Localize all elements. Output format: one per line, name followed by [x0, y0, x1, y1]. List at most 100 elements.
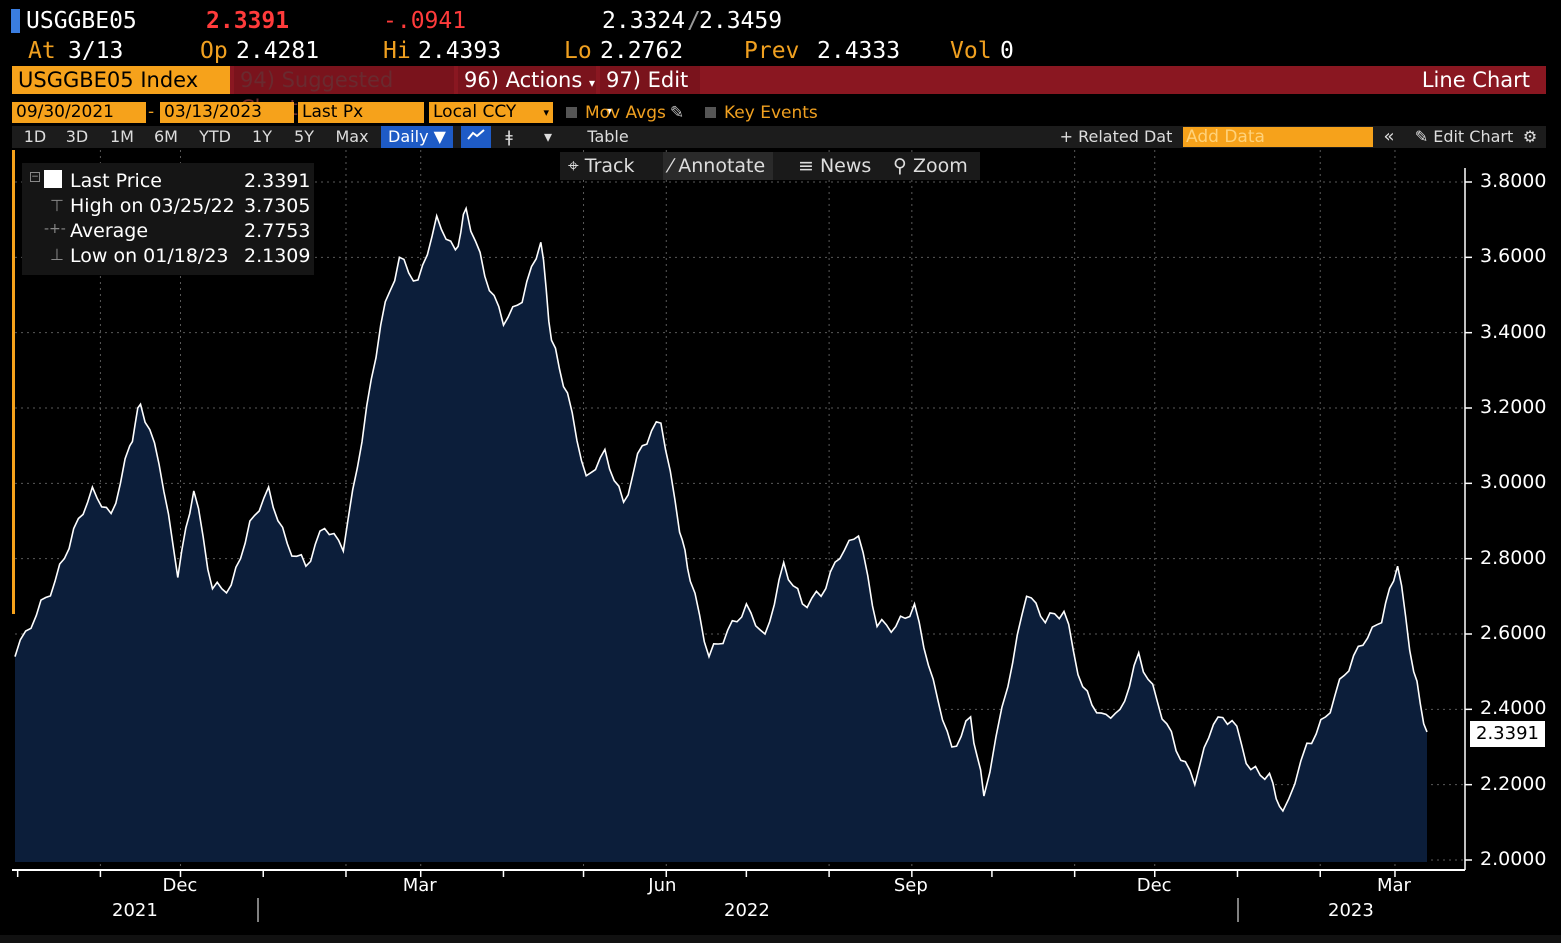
high-label: Hi — [383, 38, 411, 64]
y-tick-label: 3.0000 — [1480, 471, 1547, 494]
chevron-down-icon: ▼ — [433, 127, 446, 146]
edit-chart-button[interactable]: ✎ Edit Chart — [1408, 126, 1520, 148]
period-button-ytd[interactable]: YTD — [199, 127, 231, 146]
track-tool[interactable]: ⌖ Track — [568, 152, 634, 180]
chevron-down-icon: ▾ — [589, 76, 596, 90]
x-tick-label: Jun — [648, 875, 677, 896]
chart-legend[interactable] — [22, 163, 314, 275]
security-color-marker — [11, 9, 20, 33]
magnifier-icon: ⚲ — [893, 155, 907, 177]
chart-left-marker — [12, 150, 15, 614]
legend-average-label: Average — [70, 220, 149, 242]
year-label: 2023 — [1328, 900, 1374, 921]
annotate-label: Annotate — [678, 155, 766, 177]
prev-value: 2.4333 — [817, 38, 901, 64]
x-tick-label: Sep — [893, 875, 928, 896]
date-range-dash: - — [148, 102, 155, 122]
actions-menu-button[interactable]: 96) Actions ▾ — [458, 66, 596, 94]
y-tick-label: 3.2000 — [1480, 396, 1547, 418]
crosshair-icon: ⌖ — [568, 155, 579, 177]
y-tick-label: 3.4000 — [1480, 320, 1547, 343]
collapse-icon[interactable]: « — [1383, 126, 1395, 147]
period-button-max[interactable]: Max — [335, 127, 369, 146]
at-value: 3/13 — [68, 38, 124, 64]
change-value: -.0941 — [383, 8, 467, 34]
candlestick-icon[interactable]: ǂ — [505, 127, 513, 146]
track-label: Track — [584, 155, 635, 177]
legend-low-value: 2.1309 — [244, 245, 311, 267]
ticker-label[interactable]: USGGBE05 — [26, 8, 137, 34]
y-tick-label: 2.4000 — [1480, 697, 1547, 720]
period-button-1y[interactable]: 1Y — [252, 127, 272, 146]
chevron-down-icon[interactable]: ▾ — [543, 127, 553, 146]
legend-collapse-icon[interactable]: − — [30, 172, 40, 182]
table-button[interactable]: Table — [587, 127, 629, 146]
legend-high-label: High on 03/25/22 — [70, 195, 235, 217]
prev-label: Prev — [744, 38, 800, 64]
add-data-input[interactable]: Add Data — [1183, 127, 1373, 147]
frequency-selector[interactable]: Daily ▼ — [381, 126, 453, 148]
checkbox-icon — [705, 107, 716, 118]
legend-last-value: 2.3391 — [244, 170, 311, 192]
security-field[interactable]: USGGBE05 Index — [12, 66, 230, 94]
high-value: 2.4393 — [418, 38, 502, 64]
field-selector[interactable]: Last Px — [298, 102, 424, 123]
period-button-1m[interactable]: 1M — [110, 127, 134, 146]
period-button-1d[interactable]: 1D — [23, 127, 47, 146]
y-tick-label: 2.2000 — [1480, 772, 1547, 795]
news-tool[interactable]: ≡ News — [798, 152, 871, 180]
bottom-strip — [0, 935, 1561, 943]
zoom-label: Zoom — [912, 155, 968, 177]
average-marker-icon: -+- — [44, 221, 66, 237]
key-events-toggle[interactable]: Key Events — [705, 102, 818, 124]
edit-chart-label: Edit Chart — [1433, 127, 1514, 146]
checkbox-icon — [566, 107, 577, 118]
series-swatch-icon — [44, 170, 62, 188]
x-tick-label: Dec — [1136, 875, 1172, 896]
chevron-down-icon: ▾ — [606, 104, 613, 118]
ask-value: 2.3459 — [699, 8, 783, 34]
bid-ask-separator: / — [687, 8, 701, 34]
pencil-icon: ✎ — [1414, 127, 1429, 146]
news-label: News — [819, 155, 872, 177]
line-chart-icon[interactable] — [461, 126, 491, 148]
start-date-field[interactable]: 09/30/2021 — [12, 102, 146, 123]
legend-high-value: 3.7305 — [244, 195, 311, 217]
chevron-down-icon: ▾ — [543, 106, 549, 119]
period-button-6m[interactable]: 6M — [154, 127, 178, 146]
open-value: 2.4281 — [236, 38, 320, 64]
low-marker-icon: ⊥ — [50, 245, 64, 264]
y-tick-label: 2.6000 — [1480, 622, 1547, 644]
x-tick-label: Mar — [402, 875, 437, 896]
related-data-button[interactable]: + Related Dat — [1059, 127, 1173, 146]
last-price-marker: 2.3391 — [1470, 721, 1545, 747]
actions-label: 96) Actions — [464, 68, 583, 92]
zoom-tool[interactable]: ⚲ Zoom — [893, 152, 968, 180]
end-date-field[interactable]: 03/13/2023 — [160, 102, 294, 123]
edit-menu-button[interactable]: 97) Edit ▾ — [600, 66, 700, 118]
period-button-5y[interactable]: 5Y — [294, 127, 314, 146]
mov-avgs-toggle[interactable]: Mov Avgs ✎ — [566, 102, 684, 124]
y-tick-label: 2.8000 — [1480, 546, 1547, 569]
legend-average-value: 2.7753 — [244, 220, 311, 242]
news-icon: ≡ — [798, 155, 814, 177]
gear-icon[interactable]: ⚙ — [1522, 127, 1538, 146]
series-area — [15, 208, 1427, 862]
legend-last-label: Last Price — [70, 170, 162, 192]
x-tick-label: Dec — [162, 875, 198, 896]
series-line — [14, 205, 1428, 813]
legend-low-label: Low on 01/18/23 — [70, 245, 229, 267]
edit-label: 97) Edit — [606, 68, 689, 92]
vol-value: 0 — [1000, 38, 1014, 64]
y-tick-label: 3.8000 — [1480, 170, 1547, 192]
vol-label: Vol — [950, 38, 992, 64]
pencil-icon: ⁄ — [669, 155, 673, 177]
x-tick-label: Mar — [1376, 875, 1411, 896]
low-label: Lo — [564, 38, 592, 64]
period-button-3d[interactable]: 3D — [65, 127, 89, 146]
y-tick-label: 2.0000 — [1480, 848, 1547, 870]
annotate-tool[interactable]: ⁄ Annotate — [663, 152, 774, 180]
currency-selector[interactable]: Local CCY ▾ — [429, 102, 553, 123]
pencil-icon: ✎ — [669, 103, 685, 123]
